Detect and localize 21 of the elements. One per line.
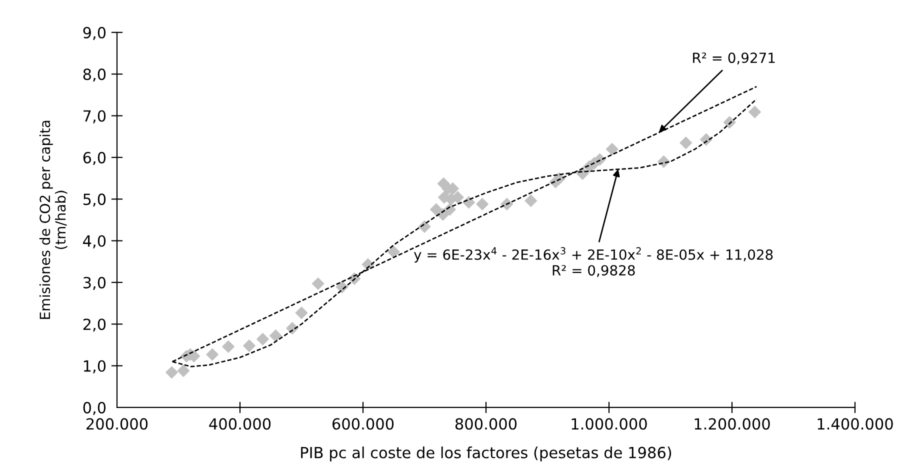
x-tick-label: 800.000 [455, 418, 517, 430]
y-tick-label: 3,0 [83, 276, 106, 290]
x-axis-title: PIB pc al coste de los factores (pesetas de 1986) [301, 446, 672, 462]
y-axis-title: Emisiones de CO2 per capita (tm/hab) [39, 120, 68, 319]
y-tick-label: 2,0 [83, 318, 106, 332]
y-tick-label: 0,0 [83, 402, 106, 416]
x-tick-label: 1.400.000 [818, 418, 893, 430]
x-tick-label: 1.200.000 [694, 418, 770, 430]
y-tick-label: 1,0 [84, 360, 106, 374]
y-tick-label: 7,0 [84, 110, 106, 124]
y-tick-label: 9,0 [83, 26, 106, 40]
x-tick-label: 200.000 [86, 418, 148, 430]
y-tick-label: 6,0 [83, 152, 106, 165]
y-tick-label: 4,0 [83, 235, 106, 248]
y-tick-label: 5,0 [83, 194, 106, 207]
x-tick-label: 400.000 [209, 418, 271, 430]
x-tick-label: 600.000 [332, 418, 394, 430]
annotation: y = 6E-23x$^{4}$ - 2E-16x$^{3}$ + 2E-10x$^{2}$ - 8E-05x + 11,028 R² = 0,9828 [414, 247, 773, 277]
x-tick-label: 1.000.000 [572, 418, 647, 430]
annotation: R² = 0,9271 [693, 52, 775, 64]
y-tick-label: 8,0 [83, 68, 106, 82]
